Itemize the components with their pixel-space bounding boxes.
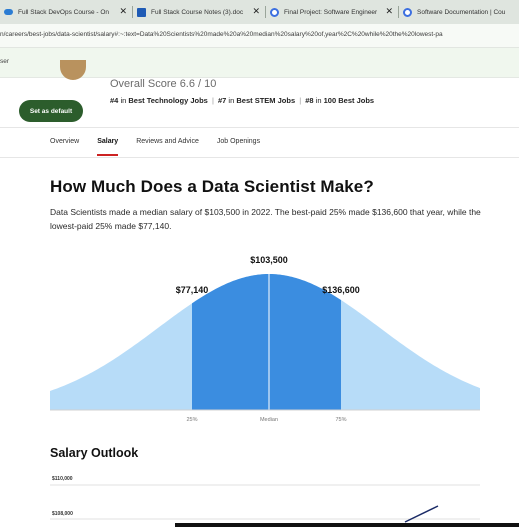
tab-label: Final Project: Software Engineer [284, 8, 378, 16]
median-value-label: $103,500 [250, 255, 288, 265]
tab-label: Full Stack Course Notes (3).doc [151, 8, 244, 16]
page-title: How Much Does a Data Scientist Make? [50, 177, 374, 196]
overall-score: Overall Score 6.6 / 10 [110, 78, 217, 90]
job-image [60, 60, 86, 80]
tab-reviews-and-advice[interactable]: Reviews and Advice [136, 138, 199, 145]
tab-label: Full Stack DevOps Course - On [18, 8, 110, 16]
rank-number: #4 [110, 96, 119, 105]
tick-label-p75: 75% [335, 417, 346, 423]
close-icon[interactable]: ✕ [119, 7, 127, 17]
salary-outlook-chart: $110,000 $108,000 [50, 476, 519, 527]
divider [0, 157, 519, 158]
tab-label: Software Documentation | Cou [417, 8, 506, 16]
browser-tab-2[interactable]: Final Project: Software Engineer ✕ [266, 0, 399, 24]
default-browser-infobar: ser Set as default [0, 48, 519, 122]
tab-overview[interactable]: Overview [50, 138, 80, 145]
browser-tab-1[interactable]: Full Stack Course Notes (3).doc ✕ [133, 0, 266, 24]
close-icon[interactable]: ✕ [252, 7, 260, 17]
rank-number: #7 [217, 96, 227, 105]
url-text[interactable]: n/careers/best-jobs/data-scientist/salar… [0, 31, 443, 38]
y-tick-label: $110,000 [52, 476, 73, 482]
rank-link-stem[interactable]: Best STEM Jobs [236, 96, 296, 105]
address-bar[interactable]: n/careers/best-jobs/data-scientist/salar… [0, 24, 519, 48]
tab-job-openings[interactable]: Job Openings [216, 138, 261, 145]
set-as-default-button[interactable]: Set as default [19, 100, 83, 122]
salary-outlook-title: Salary Outlook [50, 446, 139, 460]
overlay-bar [175, 523, 519, 527]
tab-strip: Full Stack DevOps Course - On ✕ Full Sta… [0, 0, 519, 24]
salary-summary: Data Scientists made a median salary of … [50, 207, 481, 231]
rankings: #4 in Best Technology Jobs | #7 in Best … [110, 96, 375, 105]
bell-inner-area [192, 274, 341, 410]
browser-tab-3[interactable]: Software Documentation | Cou [399, 0, 519, 24]
google-icon [403, 7, 412, 17]
close-icon[interactable]: ✕ [385, 7, 393, 17]
tick-label-median: Median [260, 417, 278, 423]
tick-label-p25: 25% [186, 417, 197, 423]
trend-line [404, 505, 439, 523]
section-nav: Overview Salary Reviews and Advice Job O… [50, 132, 278, 156]
onedrive-icon [4, 9, 13, 15]
p25-value-label: $77,140 [176, 285, 209, 295]
google-icon [270, 7, 279, 17]
p75-value-label: $136,600 [322, 285, 360, 295]
browser-tab-0[interactable]: Full Stack DevOps Course - On ✕ [0, 0, 133, 24]
rank-link-technology[interactable]: Best Technology Jobs [128, 96, 208, 105]
divider [0, 127, 519, 128]
infobar-text: ser [0, 58, 10, 65]
rank-number: #8 [305, 96, 314, 105]
word-icon [137, 7, 146, 17]
salary-distribution-chart: $103,500 $77,140 $136,600 25% Median 75% [50, 255, 480, 423]
y-tick-label: $108,000 [52, 511, 73, 517]
tab-salary[interactable]: Salary [97, 132, 119, 156]
rank-link-best-jobs[interactable]: 100 Best Jobs [323, 96, 375, 105]
